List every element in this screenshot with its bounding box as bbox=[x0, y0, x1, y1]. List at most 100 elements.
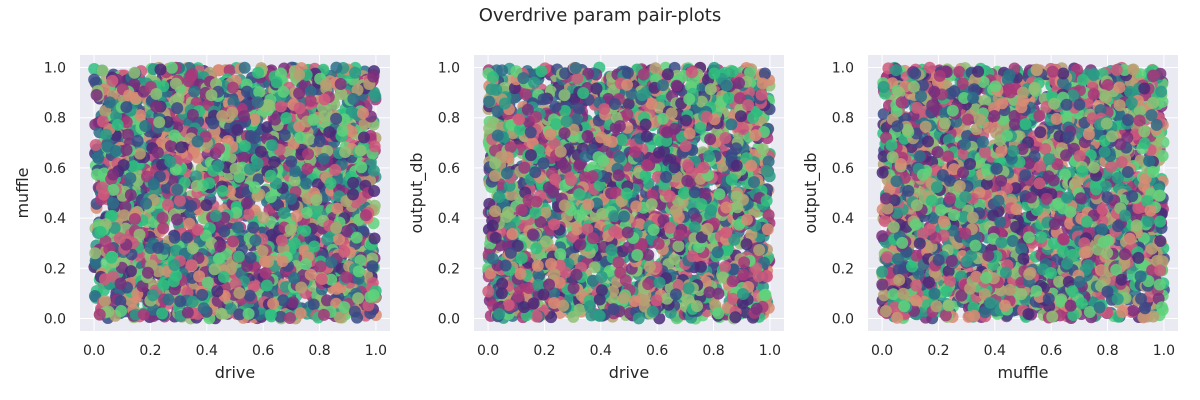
scatter-point bbox=[333, 311, 346, 324]
scatter-point bbox=[340, 225, 353, 238]
scatter-point bbox=[294, 131, 307, 144]
scatter-point bbox=[151, 146, 164, 159]
scatter-point bbox=[157, 279, 170, 292]
scatter-point bbox=[94, 225, 107, 238]
scatter-point bbox=[243, 289, 256, 302]
scatter-point bbox=[205, 89, 218, 102]
scatter-point bbox=[368, 232, 381, 245]
scatter-point bbox=[162, 293, 175, 306]
scatter-point bbox=[213, 142, 226, 155]
scatter-point bbox=[359, 209, 372, 222]
scatter-point bbox=[120, 143, 133, 156]
scatter-point bbox=[240, 85, 253, 98]
scatter-point bbox=[320, 78, 333, 91]
subplot-1: 0.0 0.2 0.4 0.6 0.8 1.00.00.20.40.60.81.0driv… bbox=[13, 55, 390, 382]
scatter-point bbox=[304, 94, 317, 107]
scatter-point bbox=[237, 110, 250, 123]
scatter-point bbox=[197, 302, 210, 315]
scatter-point bbox=[545, 311, 558, 324]
scatter-point bbox=[310, 193, 323, 206]
scatter-point bbox=[186, 108, 199, 121]
scatter-point bbox=[300, 177, 313, 190]
scatter-point bbox=[97, 188, 110, 201]
scatter-point bbox=[295, 281, 308, 294]
scatter-point bbox=[249, 234, 262, 247]
scatter-point bbox=[283, 311, 296, 324]
scatter-point bbox=[369, 90, 382, 103]
scatter-point bbox=[247, 221, 260, 234]
scatter-point bbox=[240, 197, 253, 210]
scatter-point bbox=[261, 121, 274, 134]
scatter-point bbox=[178, 176, 191, 189]
scatter-point bbox=[118, 209, 131, 222]
scatter-point bbox=[290, 209, 303, 222]
scatter-point bbox=[270, 76, 283, 89]
scatter-point bbox=[150, 87, 163, 100]
scatter-point bbox=[258, 255, 271, 268]
scatter-point bbox=[157, 80, 170, 93]
scatter-point bbox=[168, 259, 181, 272]
scatter-point bbox=[276, 255, 289, 268]
scatter-point bbox=[171, 102, 184, 115]
scatter-point bbox=[154, 63, 167, 76]
scatter-point bbox=[168, 129, 181, 142]
scatter-point bbox=[167, 275, 180, 288]
scatter-point bbox=[238, 61, 251, 74]
scatter-point bbox=[156, 211, 169, 224]
scatter-point bbox=[212, 64, 225, 77]
scatter-point bbox=[324, 177, 337, 190]
scatter-point bbox=[226, 81, 239, 94]
scatter-point bbox=[330, 112, 343, 125]
scatter-point bbox=[367, 70, 380, 83]
scatter-point bbox=[483, 122, 496, 135]
scatter-point bbox=[320, 294, 333, 307]
scatter-point bbox=[120, 101, 133, 114]
scatter-point bbox=[277, 85, 290, 98]
scatter-point bbox=[216, 110, 229, 123]
scatter-point bbox=[264, 308, 277, 321]
scatter-point bbox=[156, 307, 169, 320]
scatter-point bbox=[191, 223, 204, 236]
scatter-point bbox=[288, 237, 301, 250]
scatter-point bbox=[248, 113, 261, 126]
scatter-point bbox=[293, 68, 306, 81]
scatter-point bbox=[355, 161, 368, 174]
scatter-point bbox=[346, 188, 359, 201]
scatter-point bbox=[96, 115, 109, 128]
scatter-point bbox=[325, 256, 338, 269]
scatter-point bbox=[201, 276, 214, 289]
scatter-point bbox=[251, 96, 264, 109]
scatter-point bbox=[367, 164, 380, 177]
scatter-point bbox=[300, 258, 312, 271]
scatter-point bbox=[293, 87, 306, 100]
scatter-point bbox=[150, 100, 163, 113]
scatter-point bbox=[233, 308, 246, 321]
scatter-point bbox=[331, 202, 344, 215]
y-tick-label: 0.0 bbox=[44, 311, 66, 327]
scatter-point bbox=[184, 70, 197, 83]
scatter-point bbox=[318, 93, 331, 106]
scatter-point bbox=[277, 294, 290, 307]
y-tick-label: 0.8 bbox=[44, 111, 66, 127]
scatter-point bbox=[207, 117, 220, 130]
scatter-point bbox=[260, 279, 273, 292]
scatter-point bbox=[105, 251, 118, 264]
x-tick-label: 0.0 bbox=[83, 343, 105, 359]
scatter-point bbox=[214, 240, 227, 253]
scatter-point bbox=[186, 295, 199, 308]
scatter-points bbox=[482, 61, 776, 325]
scatter-point bbox=[107, 270, 119, 283]
x-tick-label: 0.4 bbox=[196, 343, 218, 359]
x-tick-label: 0.8 bbox=[308, 343, 330, 359]
scatter-point bbox=[183, 217, 196, 230]
scatter-point bbox=[122, 128, 135, 141]
y-tick-label: 0.2 bbox=[44, 261, 66, 277]
scatter-point bbox=[285, 155, 298, 168]
scatter-point bbox=[193, 270, 206, 283]
scatter-point bbox=[289, 165, 302, 178]
scatter-point bbox=[229, 162, 242, 175]
scatter-point bbox=[124, 188, 137, 201]
scatter-point bbox=[128, 212, 141, 225]
scatter-point bbox=[330, 221, 343, 234]
scatter-point bbox=[181, 306, 194, 319]
